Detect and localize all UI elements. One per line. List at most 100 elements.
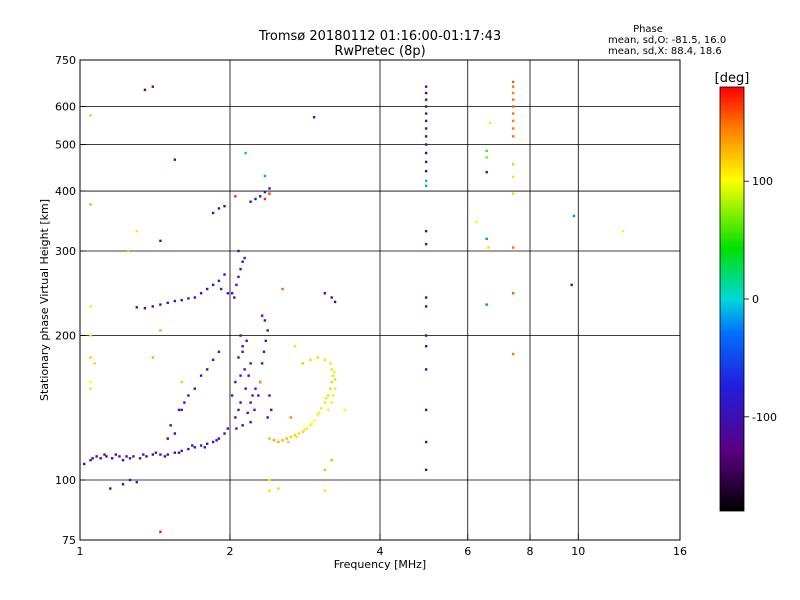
- data-point: [217, 437, 221, 440]
- data-point: [110, 457, 114, 460]
- data-point: [234, 380, 237, 384]
- data-point: [424, 468, 428, 472]
- data-point: [293, 345, 297, 348]
- data-point: [268, 187, 271, 190]
- data-point: [159, 530, 162, 534]
- data-point: [485, 237, 488, 241]
- data-point: [89, 334, 92, 337]
- x-axis-ticks: 1 2 4 6 8 10 16: [77, 534, 687, 558]
- data-point: [331, 394, 335, 397]
- data-point: [257, 394, 260, 397]
- data-point: [511, 246, 515, 249]
- data-point: [424, 127, 428, 130]
- colorbar-tick-label: 100: [752, 175, 773, 188]
- data-point: [99, 457, 102, 460]
- data-point: [173, 451, 177, 454]
- data-point: [511, 91, 515, 95]
- data-point: [251, 394, 254, 397]
- data-point: [333, 370, 336, 374]
- data-point: [193, 296, 197, 299]
- data-point: [263, 319, 267, 322]
- x-tick-label: 1: [77, 545, 84, 558]
- data-point: [266, 329, 269, 332]
- data-point: [327, 408, 330, 412]
- data-point: [259, 195, 262, 198]
- data-point: [199, 292, 203, 295]
- data-point: [253, 408, 256, 412]
- data-point: [330, 296, 333, 299]
- data-point: [91, 457, 94, 460]
- data-point: [187, 297, 190, 300]
- data-point: [151, 305, 155, 308]
- data-point: [135, 306, 138, 309]
- data-point: [151, 453, 155, 456]
- data-point: [424, 160, 428, 164]
- data-point: [234, 195, 237, 198]
- data-point: [173, 432, 177, 435]
- data-point: [217, 207, 221, 210]
- data-point: [89, 114, 92, 117]
- data-point: [287, 440, 290, 444]
- data-point: [323, 489, 327, 492]
- data-point: [424, 112, 428, 115]
- data-point: [241, 350, 244, 353]
- data-point: [93, 362, 96, 365]
- phase-box-line-x: mean, sd,X: 88.4, 18.6: [608, 46, 722, 57]
- data-point: [233, 296, 236, 299]
- data-point: [203, 446, 206, 449]
- data-point: [268, 192, 271, 195]
- data-point: [125, 455, 128, 458]
- data-point: [217, 350, 221, 353]
- data-point: [424, 179, 428, 183]
- data-point: [485, 303, 488, 306]
- data-point: [121, 483, 125, 486]
- data-point: [487, 246, 490, 249]
- y-axis-label: Stationary phase Virtual Height [km]: [38, 199, 51, 401]
- data-point: [142, 453, 145, 456]
- data-point: [235, 427, 238, 430]
- data-point: [511, 192, 515, 195]
- data-point: [132, 455, 135, 458]
- data-point: [226, 427, 230, 430]
- data-point: [259, 380, 262, 384]
- data-point: [424, 98, 428, 101]
- data-point: [230, 394, 234, 397]
- data-point: [177, 408, 181, 412]
- data-point: [89, 305, 92, 308]
- data-point: [262, 350, 266, 353]
- data-point: [89, 203, 92, 206]
- data-point: [424, 408, 428, 412]
- data-point: [511, 292, 515, 295]
- data-point: [329, 387, 332, 390]
- data-point: [215, 439, 218, 442]
- data-point: [211, 440, 215, 444]
- data-point: [239, 334, 242, 337]
- data-point: [424, 169, 428, 173]
- data-point: [159, 303, 162, 306]
- data-point: [187, 394, 190, 397]
- data-point: [263, 197, 267, 201]
- data-point: [268, 437, 271, 440]
- data-point: [333, 378, 337, 381]
- data-point: [154, 451, 158, 454]
- data-point: [247, 374, 250, 377]
- data-point: [103, 453, 106, 456]
- data-point: [277, 487, 280, 490]
- data-point: [293, 433, 297, 437]
- data-point: [325, 397, 328, 400]
- data-point: [199, 444, 203, 447]
- data-point: [237, 275, 240, 279]
- data-point: [424, 334, 428, 337]
- data-point: [260, 362, 264, 365]
- data-point: [312, 116, 316, 119]
- data-point: [183, 401, 186, 404]
- data-point: [205, 442, 209, 445]
- data-point: [333, 387, 337, 390]
- data-point: [143, 307, 147, 310]
- data-point: [331, 374, 335, 377]
- data-point: [424, 105, 428, 108]
- x-tick-label: 2: [227, 545, 234, 558]
- data-point: [305, 427, 308, 430]
- data-point: [166, 301, 169, 305]
- data-point: [323, 292, 327, 295]
